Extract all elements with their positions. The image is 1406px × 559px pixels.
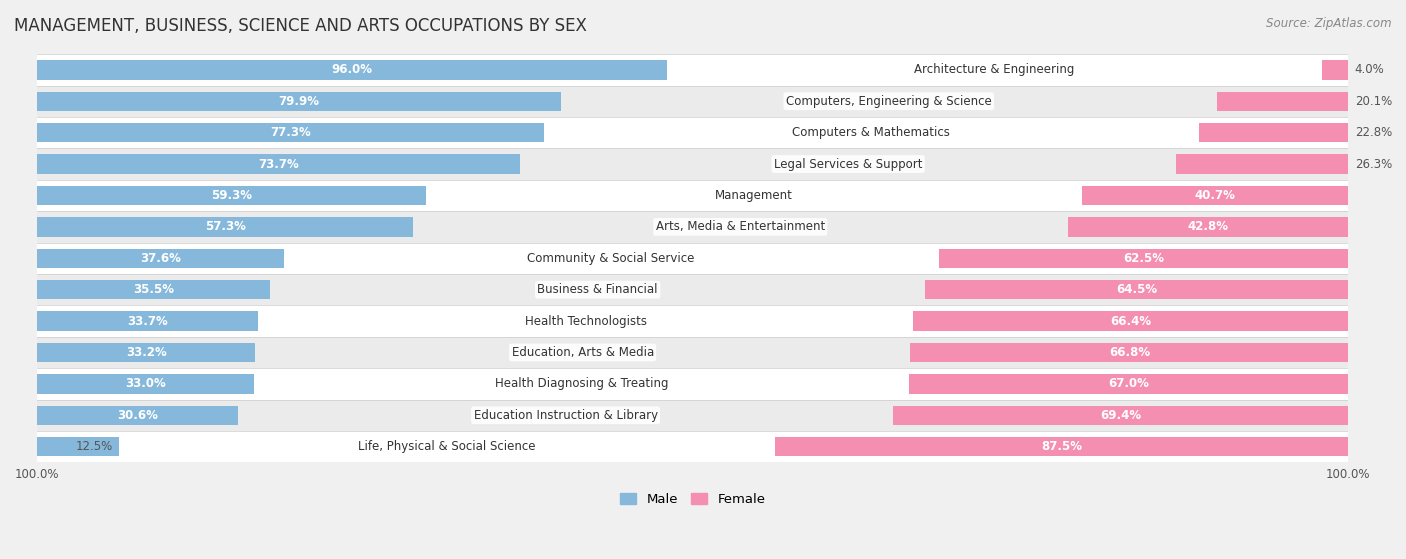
Text: 33.2%: 33.2% [125, 346, 166, 359]
Legend: Male, Female: Male, Female [613, 487, 772, 513]
Bar [1081, 186, 1348, 205]
Bar [37, 311, 259, 331]
Text: 66.4%: 66.4% [1111, 315, 1152, 328]
Text: 4.0%: 4.0% [1355, 63, 1385, 77]
Text: 66.8%: 66.8% [1109, 346, 1150, 359]
Bar [37, 437, 120, 456]
Bar [37, 274, 1348, 305]
Text: 26.3%: 26.3% [1355, 158, 1392, 170]
Text: Computers & Mathematics: Computers & Mathematics [793, 126, 950, 139]
Text: 64.5%: 64.5% [1116, 283, 1157, 296]
Bar [37, 249, 284, 268]
Bar [37, 186, 426, 205]
Text: Education Instruction & Library: Education Instruction & Library [474, 409, 658, 422]
Text: Architecture & Engineering: Architecture & Engineering [914, 63, 1074, 77]
Bar [37, 400, 1348, 431]
Text: 30.6%: 30.6% [117, 409, 157, 422]
Text: 33.0%: 33.0% [125, 377, 166, 390]
Text: Health Technologists: Health Technologists [524, 315, 647, 328]
Bar [37, 148, 1348, 180]
Text: Legal Services & Support: Legal Services & Support [773, 158, 922, 170]
Text: 57.3%: 57.3% [205, 220, 246, 233]
Bar [893, 405, 1348, 425]
Text: 62.5%: 62.5% [1123, 252, 1164, 265]
Text: 22.8%: 22.8% [1355, 126, 1392, 139]
Text: 33.7%: 33.7% [128, 315, 169, 328]
Bar [37, 60, 666, 79]
Text: 40.7%: 40.7% [1195, 189, 1236, 202]
Bar [37, 180, 1348, 211]
Bar [37, 217, 413, 236]
Text: Management: Management [714, 189, 793, 202]
Bar [37, 343, 254, 362]
Text: 37.6%: 37.6% [141, 252, 181, 265]
Text: 59.3%: 59.3% [211, 189, 252, 202]
Text: Source: ZipAtlas.com: Source: ZipAtlas.com [1267, 17, 1392, 30]
Bar [37, 117, 1348, 148]
Text: Health Diagnosing & Treating: Health Diagnosing & Treating [495, 377, 668, 390]
Text: 96.0%: 96.0% [332, 63, 373, 77]
Text: 20.1%: 20.1% [1355, 94, 1392, 108]
Bar [925, 280, 1348, 300]
Text: 35.5%: 35.5% [134, 283, 174, 296]
Bar [37, 92, 561, 111]
Bar [37, 86, 1348, 117]
Bar [37, 337, 1348, 368]
Bar [1322, 60, 1348, 79]
Bar [37, 211, 1348, 243]
Text: MANAGEMENT, BUSINESS, SCIENCE AND ARTS OCCUPATIONS BY SEX: MANAGEMENT, BUSINESS, SCIENCE AND ARTS O… [14, 17, 586, 35]
Bar [37, 405, 238, 425]
Bar [1067, 217, 1348, 236]
Text: 69.4%: 69.4% [1101, 409, 1142, 422]
Text: Business & Financial: Business & Financial [537, 283, 658, 296]
Bar [37, 123, 544, 143]
Bar [37, 368, 1348, 400]
Text: Life, Physical & Social Science: Life, Physical & Social Science [359, 440, 536, 453]
Bar [775, 437, 1348, 456]
Bar [37, 374, 253, 394]
Bar [1216, 92, 1348, 111]
Bar [37, 154, 520, 174]
Bar [37, 54, 1348, 86]
Text: 73.7%: 73.7% [259, 158, 299, 170]
Text: 67.0%: 67.0% [1108, 377, 1149, 390]
Bar [1175, 154, 1348, 174]
Text: Education, Arts & Media: Education, Arts & Media [512, 346, 654, 359]
Bar [910, 374, 1348, 394]
Bar [37, 280, 270, 300]
Text: 42.8%: 42.8% [1188, 220, 1229, 233]
Text: 77.3%: 77.3% [270, 126, 311, 139]
Bar [37, 243, 1348, 274]
Bar [912, 311, 1348, 331]
Text: 12.5%: 12.5% [76, 440, 112, 453]
Bar [939, 249, 1348, 268]
Text: 79.9%: 79.9% [278, 94, 319, 108]
Text: Arts, Media & Entertainment: Arts, Media & Entertainment [655, 220, 825, 233]
Bar [1199, 123, 1348, 143]
Text: Computers, Engineering & Science: Computers, Engineering & Science [786, 94, 991, 108]
Bar [911, 343, 1348, 362]
Bar [37, 431, 1348, 462]
Text: Community & Social Service: Community & Social Service [527, 252, 695, 265]
Text: 87.5%: 87.5% [1040, 440, 1083, 453]
Bar [37, 305, 1348, 337]
